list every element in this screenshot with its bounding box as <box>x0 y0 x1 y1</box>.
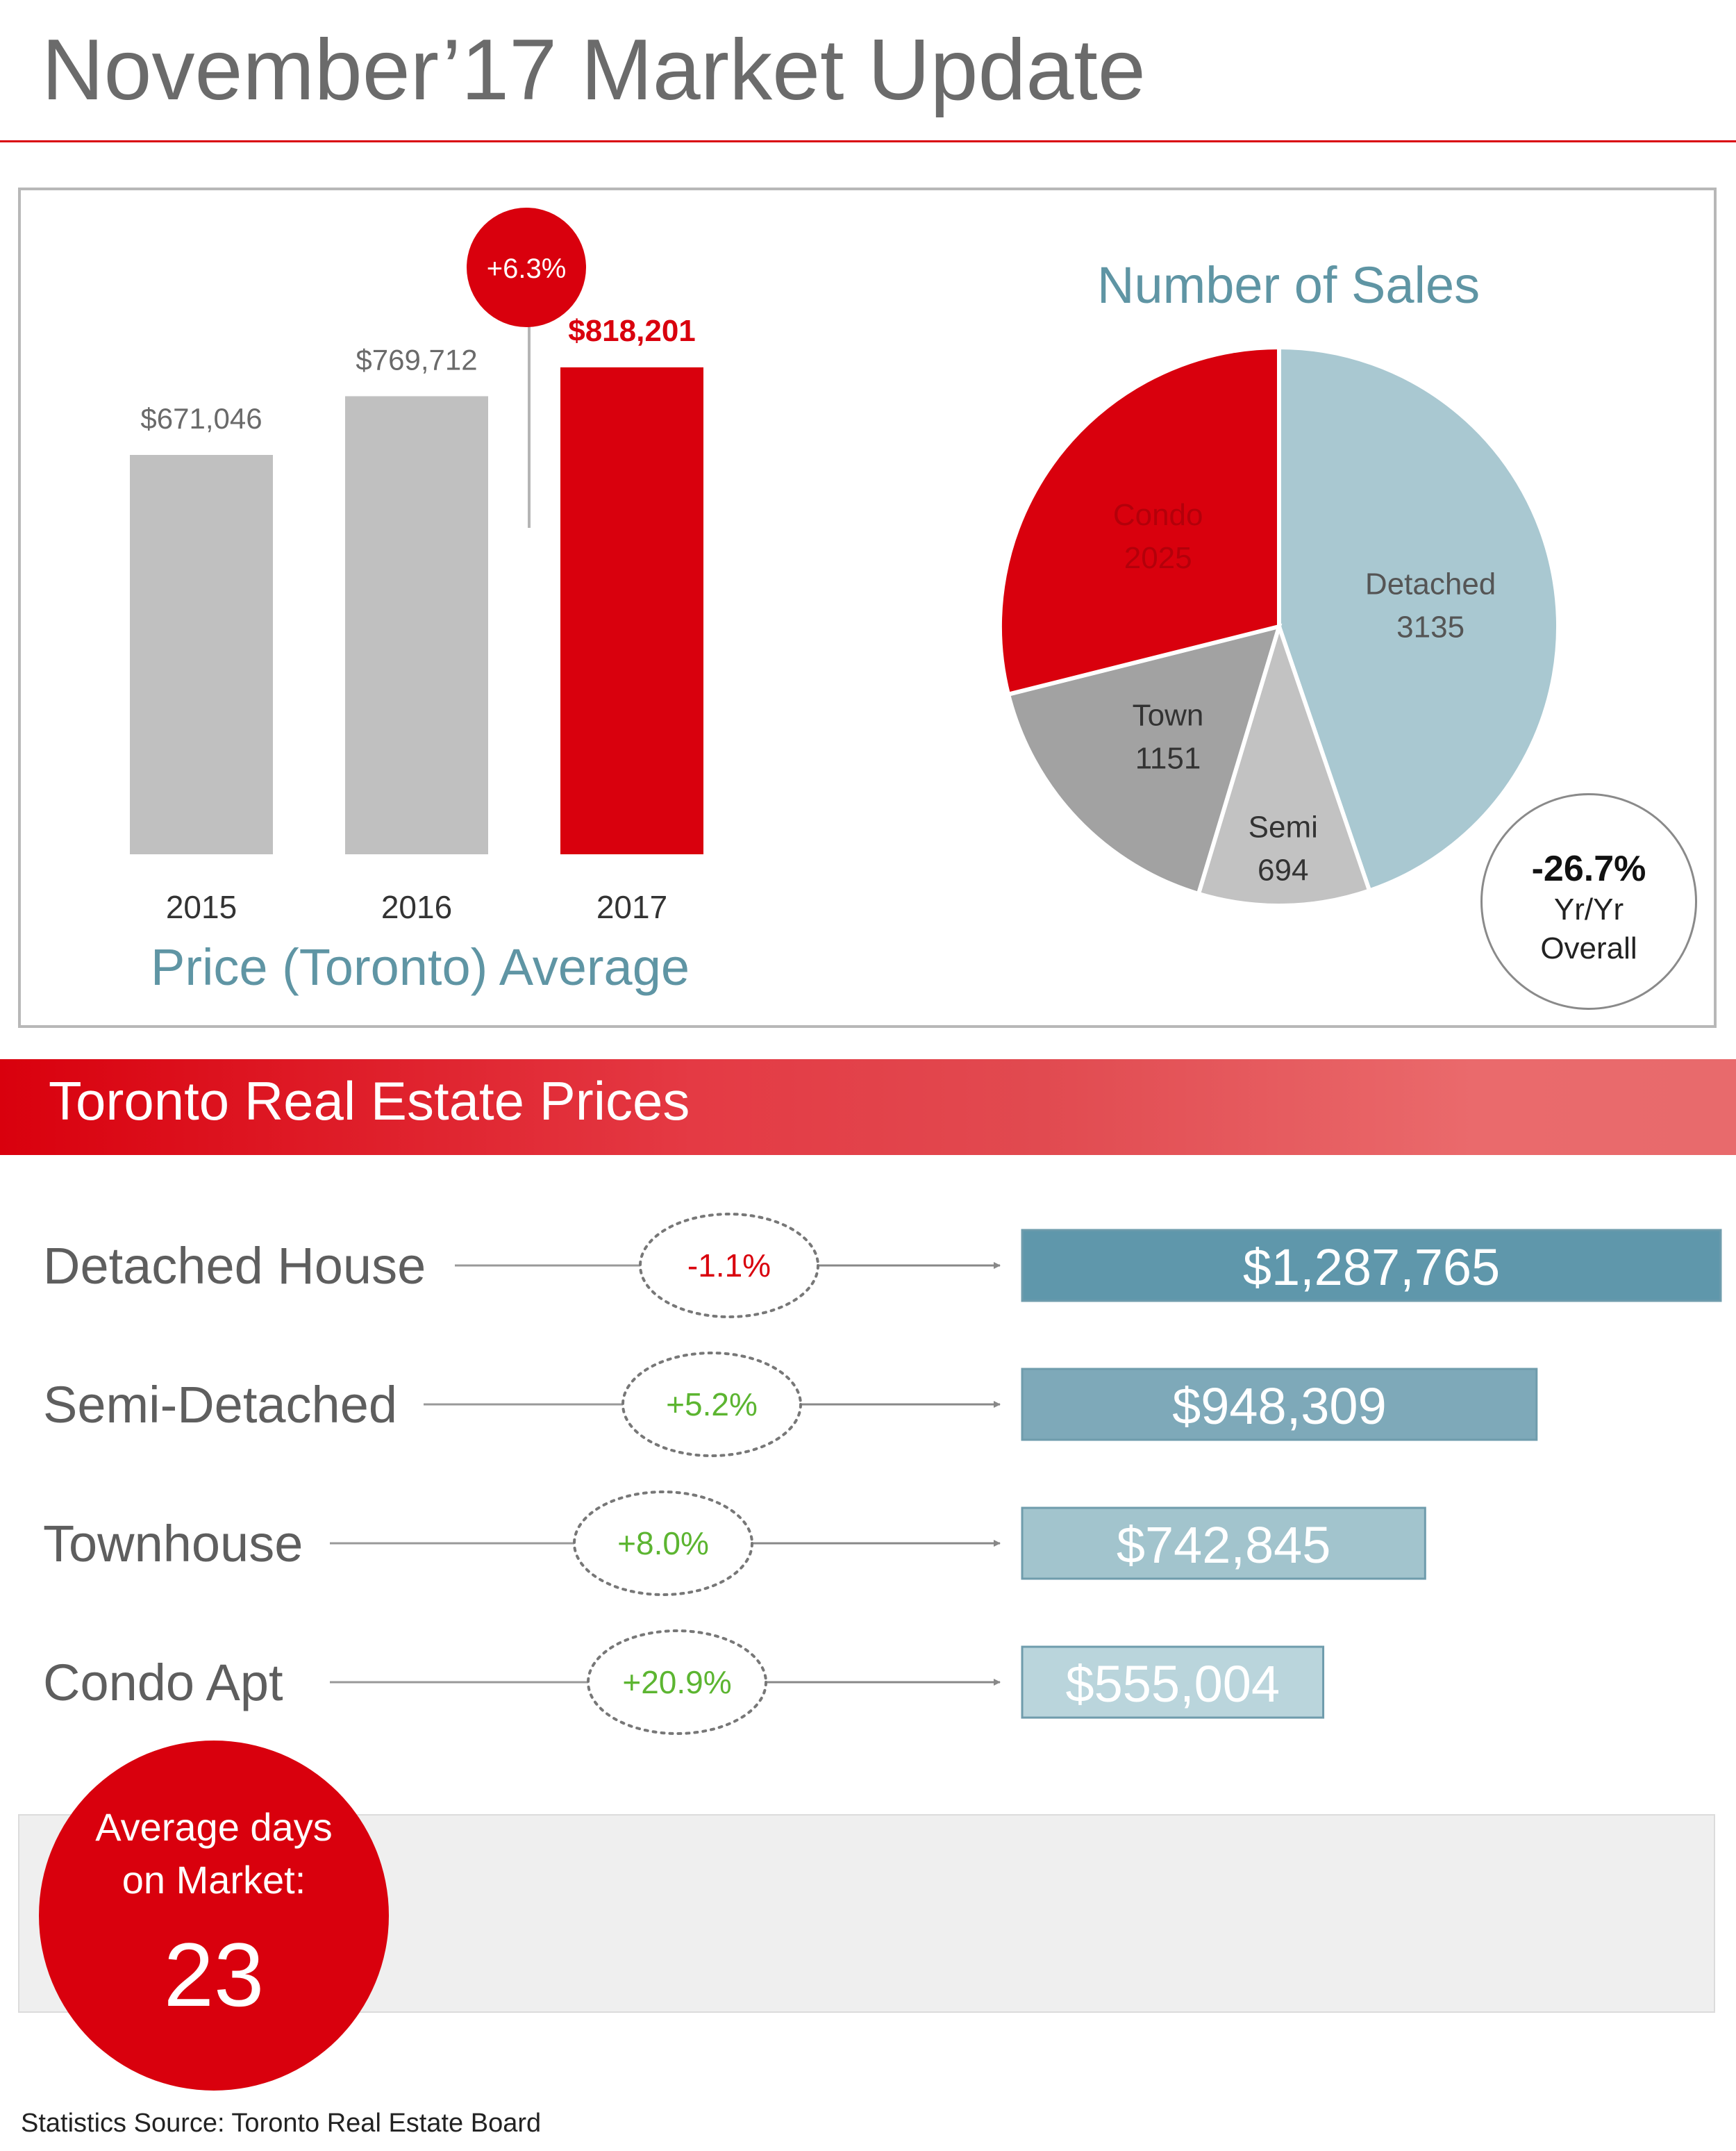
price-value-label: $555,004 <box>1065 1655 1280 1713</box>
price-change-value: +20.9% <box>622 1664 731 1700</box>
days-label-line1: Average days <box>95 1805 333 1849</box>
pie-slice-detached <box>1277 344 1560 894</box>
pie-slice-town <box>1005 623 1283 897</box>
top-panel <box>18 188 1717 1028</box>
change-ellipse <box>639 1213 819 1318</box>
price-change-value: +5.2% <box>666 1386 758 1422</box>
price-chart-title: Price (Toronto) Average <box>150 938 690 996</box>
price-bar-value-label: $769,712 <box>356 343 477 376</box>
change-ellipse <box>587 1629 767 1735</box>
days-label-line2: on Market: <box>122 1858 306 1902</box>
section-banner <box>0 1059 1736 1155</box>
days-value: 23 <box>163 1924 265 2025</box>
year-tick-label: 2016 <box>381 889 452 925</box>
source-note: Statistics Source: Toronto Real Estate B… <box>21 2109 542 2138</box>
sales-pie-chart: Detached 3135 Semi 694 Town 1151 Condo 2025 <box>998 344 1560 908</box>
price-bar-condo-apt <box>1021 1645 1325 1719</box>
pie-slice-label: Detached <box>1365 567 1496 601</box>
price-bar-value-label: $671,046 <box>140 402 262 435</box>
prices-by-type-chart: Detached House -1.1% $1,287,765 Semi-Detach… <box>43 1213 1722 1735</box>
price-bar-2017 <box>560 367 703 854</box>
year-tick-label: 2015 <box>166 889 237 925</box>
price-change-value: +8.0% <box>617 1525 709 1561</box>
change-badge-value: +6.3% <box>487 254 567 284</box>
pie-slice-label: Semi <box>1249 811 1318 845</box>
pie-slice-semi <box>1196 620 1372 908</box>
page-title: November’17 Market Update <box>42 22 1146 118</box>
section-title: Toronto Real Estate Prices <box>49 1070 690 1131</box>
yoy-value: -26.7% <box>1531 849 1646 889</box>
property-type-label: Semi-Detached <box>43 1376 397 1434</box>
change-badge-circle <box>467 208 586 327</box>
pie-slice-value: 3135 <box>1396 611 1464 645</box>
property-type-label: Townhouse <box>43 1515 303 1572</box>
price-bar-value-label: $818,201 <box>568 314 696 348</box>
price-bar-townhouse <box>1021 1506 1426 1580</box>
pie-slice-value: 1151 <box>1135 742 1201 776</box>
pie-slice-label: Condo <box>1113 498 1203 532</box>
sales-chart-title: Number of Sales <box>1097 256 1480 314</box>
price-bar-semi-detached <box>1021 1368 1538 1441</box>
change-ellipse <box>621 1352 802 1457</box>
price-bar-2015 <box>130 455 273 854</box>
price-value-label: $1,287,765 <box>1243 1238 1500 1296</box>
price-value-label: $948,309 <box>1172 1377 1387 1435</box>
days-on-market-badge: Average days on Market: 23 <box>39 1741 389 2091</box>
yoy-label: Yr/Yr <box>1553 892 1624 927</box>
price-average-chart: $671,046 2015 $769,712 2016 $818,201 2017 +6.3… <box>130 208 703 925</box>
yoy-label-overall: Overall <box>1540 931 1637 965</box>
price-change-value: -1.1% <box>687 1247 771 1284</box>
property-type-label: Condo Apt <box>43 1654 283 1711</box>
pie-slice-condo <box>998 344 1281 697</box>
price-value-label: $742,845 <box>1117 1516 1331 1574</box>
change-ellipse <box>573 1490 753 1596</box>
yoy-change-badge: -26.7% Yr/Yr Overall <box>1480 793 1697 1010</box>
pie-slice-label: Town <box>1133 699 1204 733</box>
pie-slice-value: 2025 <box>1124 541 1192 575</box>
pie-slice-value: 694 <box>1258 854 1308 888</box>
price-bar-2016 <box>345 396 488 854</box>
price-bar-detached-house <box>1021 1229 1722 1302</box>
year-tick-label: 2017 <box>596 889 667 925</box>
property-type-label: Detached House <box>43 1237 426 1295</box>
title-rule <box>0 140 1736 142</box>
